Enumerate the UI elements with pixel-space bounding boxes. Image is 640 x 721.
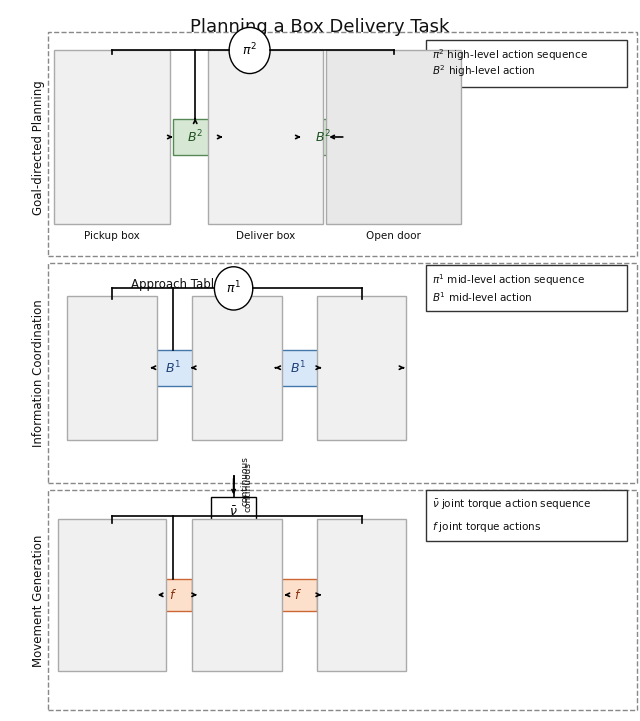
FancyBboxPatch shape xyxy=(192,519,282,671)
Text: Approach Table: Approach Table xyxy=(131,278,221,291)
Text: $\pi^2$ high-level action sequence: $\pi^2$ high-level action sequence xyxy=(432,47,588,63)
FancyBboxPatch shape xyxy=(192,296,282,440)
Circle shape xyxy=(214,267,253,310)
Text: Planning a Box Delivery Task: Planning a Box Delivery Task xyxy=(190,18,450,36)
Text: Movement Generation: Movement Generation xyxy=(32,534,45,667)
FancyBboxPatch shape xyxy=(426,40,627,87)
Circle shape xyxy=(229,27,270,74)
FancyBboxPatch shape xyxy=(208,50,323,224)
Text: $B^2$: $B^2$ xyxy=(315,128,332,146)
Text: $f$: $f$ xyxy=(294,588,301,602)
Text: $B^1$: $B^1$ xyxy=(289,359,306,376)
Text: $\bar{\nu}$: $\bar{\nu}$ xyxy=(229,505,238,518)
FancyBboxPatch shape xyxy=(326,50,461,224)
Text: $\pi^2$: $\pi^2$ xyxy=(243,42,257,59)
FancyBboxPatch shape xyxy=(275,350,320,386)
FancyBboxPatch shape xyxy=(173,119,218,155)
FancyBboxPatch shape xyxy=(67,296,157,440)
FancyBboxPatch shape xyxy=(154,579,192,611)
Text: Information Coordination: Information Coordination xyxy=(32,300,45,447)
FancyBboxPatch shape xyxy=(301,119,346,155)
Text: continuous: continuous xyxy=(240,456,249,506)
FancyBboxPatch shape xyxy=(54,50,170,224)
Text: $B^2$: $B^2$ xyxy=(187,128,204,146)
Text: $B^2$ high-level action: $B^2$ high-level action xyxy=(432,63,536,79)
Text: Goal-directed Planning: Goal-directed Planning xyxy=(32,81,45,215)
Text: $B^1$ mid-level action: $B^1$ mid-level action xyxy=(432,291,532,304)
Text: $\bar{\nu}$ joint torque action sequence: $\bar{\nu}$ joint torque action sequence xyxy=(432,497,591,512)
FancyBboxPatch shape xyxy=(211,497,256,526)
FancyBboxPatch shape xyxy=(150,350,195,386)
Text: $f$: $f$ xyxy=(169,588,177,602)
FancyBboxPatch shape xyxy=(317,519,406,671)
FancyBboxPatch shape xyxy=(426,265,627,311)
Text: Pickup box: Pickup box xyxy=(84,231,140,241)
FancyBboxPatch shape xyxy=(317,296,406,440)
Text: $f$ joint torque actions: $f$ joint torque actions xyxy=(432,520,541,534)
FancyBboxPatch shape xyxy=(58,519,166,671)
Text: continuous: continuous xyxy=(243,461,252,512)
Text: $\pi^1$ mid-level action sequence: $\pi^1$ mid-level action sequence xyxy=(432,272,585,288)
Text: $B^1$: $B^1$ xyxy=(164,359,181,376)
Text: Deliver box: Deliver box xyxy=(236,231,295,241)
Text: $\pi^1$: $\pi^1$ xyxy=(226,280,241,297)
FancyBboxPatch shape xyxy=(278,579,317,611)
Text: Open door: Open door xyxy=(366,231,421,241)
FancyBboxPatch shape xyxy=(426,490,627,541)
